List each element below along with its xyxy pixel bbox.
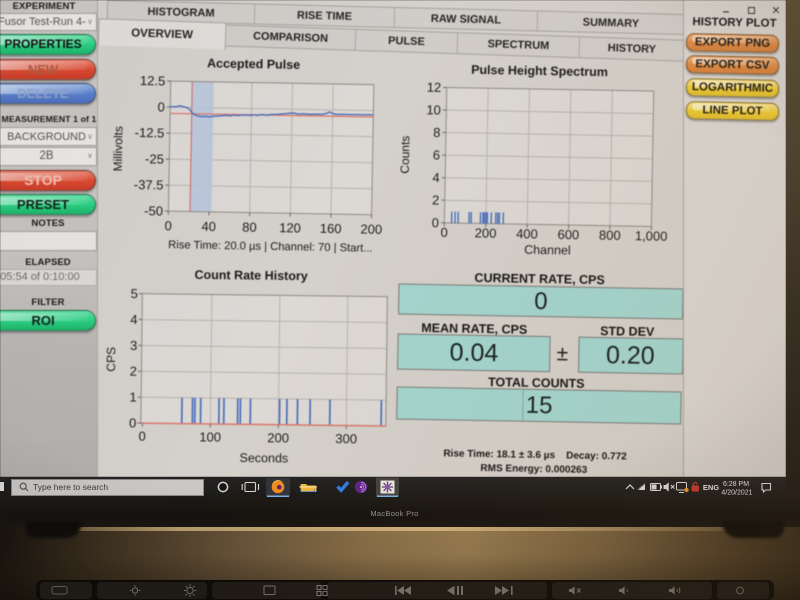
svg-text:5: 5 <box>131 286 138 301</box>
svg-text:Count Rate History: Count Rate History <box>194 268 307 283</box>
svg-text:4: 4 <box>130 312 137 327</box>
svg-text:1,000: 1,000 <box>635 228 668 244</box>
svg-text:6:28 PM: 6:28 PM <box>723 481 749 488</box>
svg-text:200: 200 <box>360 222 382 237</box>
svg-text:400: 400 <box>516 226 538 241</box>
svg-text:3: 3 <box>130 338 137 353</box>
svg-text:2: 2 <box>432 193 439 208</box>
svg-text:12.5: 12.5 <box>140 73 166 88</box>
svg-text:CPS: CPS <box>104 347 118 372</box>
svg-text:4: 4 <box>432 170 439 185</box>
svg-text:0: 0 <box>138 429 145 444</box>
svg-text:200: 200 <box>475 225 497 240</box>
svg-text:Channel: Channel <box>524 243 571 258</box>
svg-text:-25: -25 <box>145 151 164 166</box>
svg-text:-12.5: -12.5 <box>135 125 165 141</box>
svg-text:4/20/2021: 4/20/2021 <box>721 490 752 497</box>
svg-text:0: 0 <box>440 225 447 240</box>
svg-text:100: 100 <box>199 429 221 444</box>
svg-text:Pulse Height Spectrum: Pulse Height Spectrum <box>471 63 608 79</box>
svg-text:Counts: Counts <box>398 136 413 174</box>
svg-text:0: 0 <box>129 415 136 430</box>
svg-text:Seconds: Seconds <box>239 451 288 466</box>
svg-text:ENG: ENG <box>703 483 719 492</box>
svg-text:600: 600 <box>557 227 579 242</box>
svg-text:12: 12 <box>427 80 442 95</box>
svg-text:Accepted Pulse: Accepted Pulse <box>207 56 300 72</box>
svg-text:0: 0 <box>157 99 164 114</box>
svg-text:800: 800 <box>599 228 621 243</box>
svg-text:10: 10 <box>426 102 441 117</box>
svg-text:8: 8 <box>433 125 440 140</box>
svg-text:Rise Time: 20.0 µs | Channel:: Rise Time: 20.0 µs | Channel: 70 | Start… <box>168 239 373 255</box>
svg-text:80: 80 <box>242 219 257 234</box>
svg-text:40: 40 <box>201 219 216 234</box>
svg-text:200: 200 <box>267 430 289 445</box>
svg-text:2: 2 <box>130 364 137 379</box>
svg-text:1: 1 <box>129 390 136 405</box>
svg-text:120: 120 <box>279 220 301 235</box>
svg-text:-37.5: -37.5 <box>134 177 164 193</box>
svg-text:160: 160 <box>320 221 342 236</box>
svg-text:300: 300 <box>335 431 357 446</box>
svg-text:6: 6 <box>433 147 440 162</box>
svg-text:Millivolts: Millivolts <box>111 126 126 172</box>
svg-text:-50: -50 <box>144 203 163 218</box>
svg-text:0: 0 <box>432 215 439 230</box>
svg-text:0: 0 <box>164 218 171 233</box>
